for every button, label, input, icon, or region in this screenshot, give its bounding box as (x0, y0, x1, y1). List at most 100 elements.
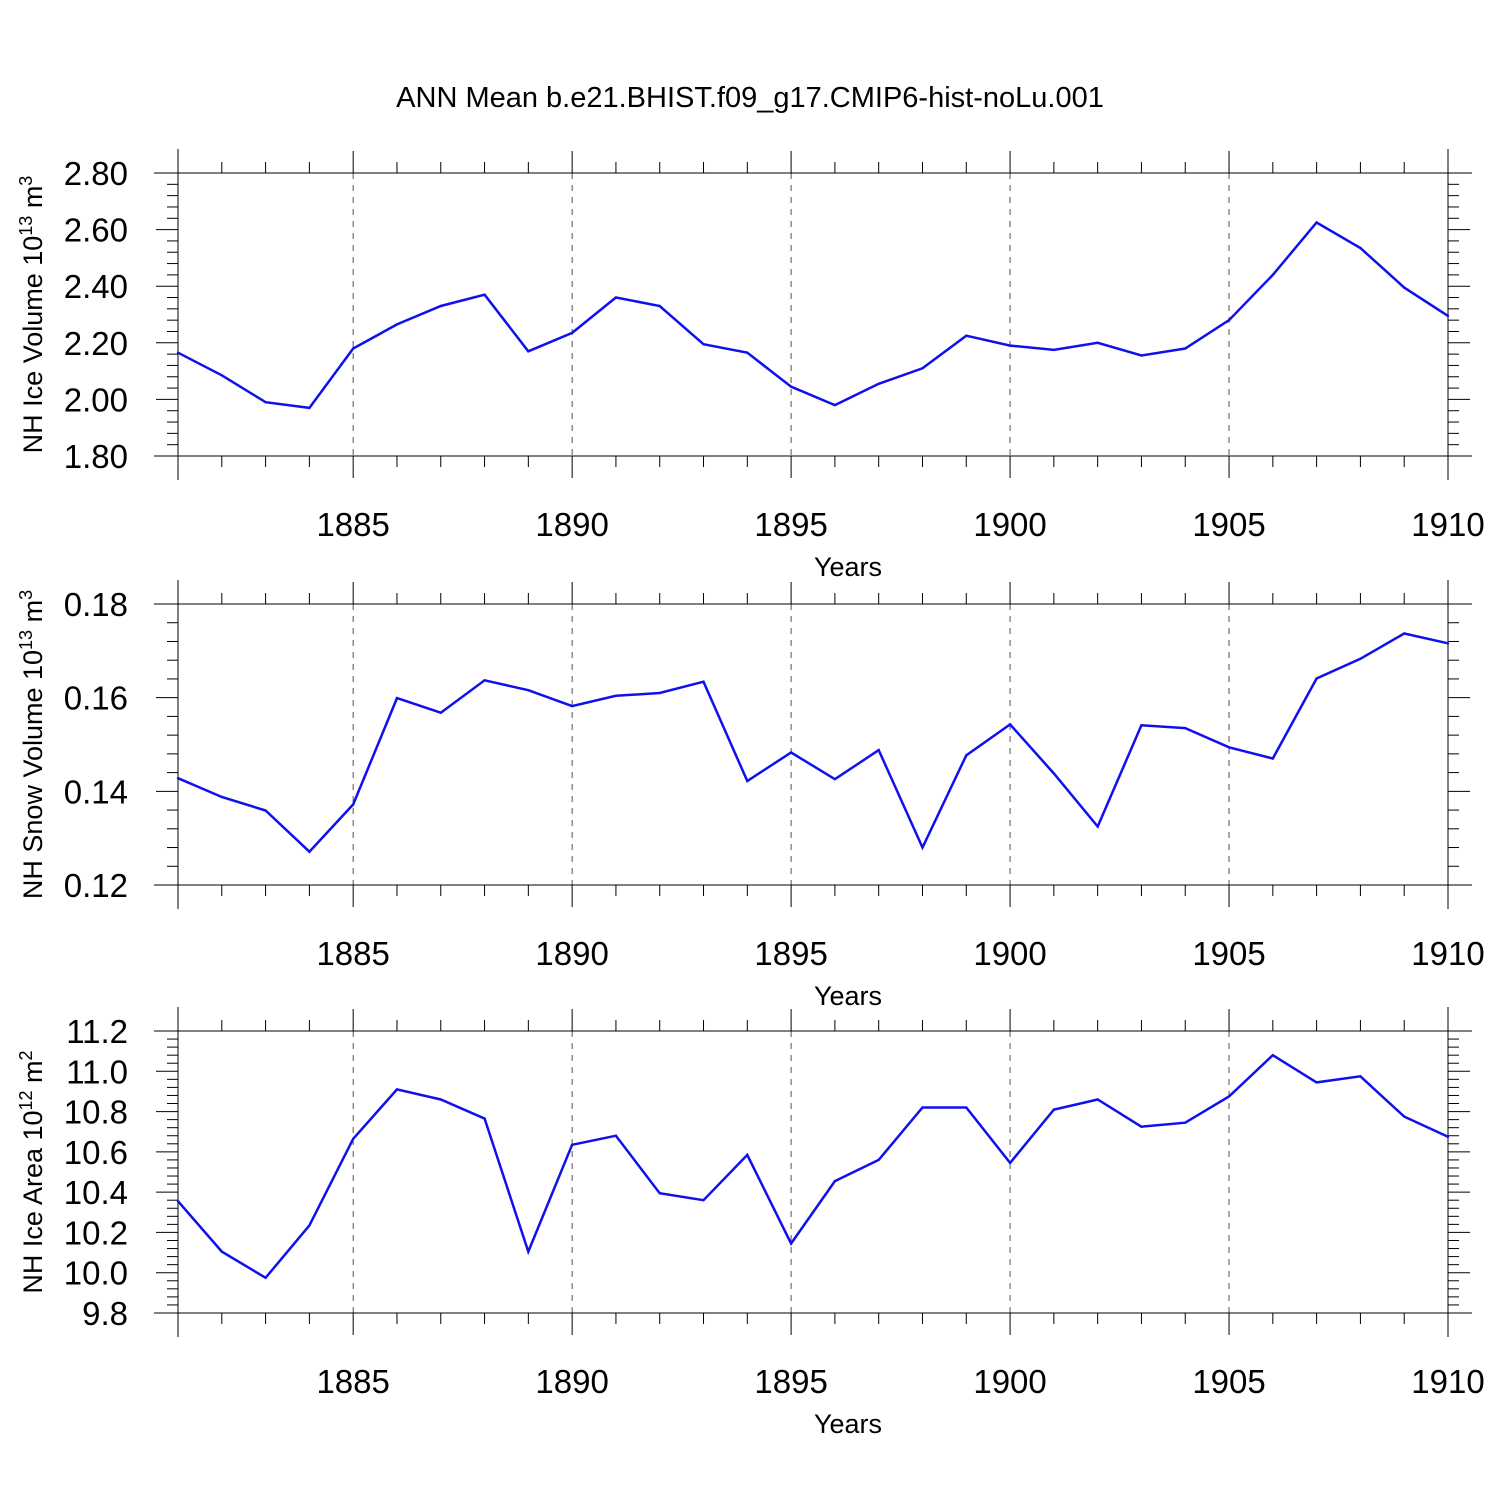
x-tick-label: 1900 (973, 935, 1046, 972)
x-tick-label: 1885 (316, 1363, 389, 1400)
data-point (220, 795, 223, 799)
y-tick-label: 11.0 (66, 1053, 128, 1090)
y-tick-label: 0.14 (64, 773, 128, 810)
data-point (308, 850, 311, 853)
data-point (570, 331, 574, 335)
data-point (527, 688, 530, 692)
data-point (877, 748, 880, 752)
x-tick-label: 1905 (1192, 506, 1265, 543)
data-point (965, 754, 968, 757)
data-point (1403, 286, 1406, 289)
data-point (1227, 318, 1231, 322)
data-point (921, 846, 924, 849)
data-point (1096, 1098, 1099, 1101)
data-point (702, 1199, 705, 1202)
series-line (177, 1053, 1449, 1280)
x-tick-label: 1885 (316, 935, 389, 972)
data-point (483, 1117, 486, 1120)
data-point (176, 351, 180, 354)
panel-1: 1885 1890 1895 1900 1905 1910 Years 1.80 2.00 2.2… (16, 149, 1485, 582)
data-point (439, 1098, 442, 1101)
data-point (614, 1134, 618, 1137)
data-point (965, 1106, 968, 1109)
data-point (1052, 1108, 1056, 1111)
data-point (1271, 1053, 1275, 1057)
series-line (177, 220, 1449, 410)
data-point (1140, 1125, 1143, 1128)
data-point (1184, 1121, 1187, 1124)
data-point (220, 1250, 223, 1253)
panel-2: 1885 1890 1895 1900 1905 1910 Years 0.12 0.14 0.1… (16, 580, 1485, 1011)
x-tick-label: 1910 (1411, 935, 1484, 972)
x-tick-label: 1890 (535, 506, 608, 543)
data-point (264, 809, 267, 812)
data-point (658, 691, 661, 695)
data-point (833, 403, 837, 407)
y-tick-label: 2.60 (64, 212, 128, 249)
data-point (1096, 825, 1099, 828)
y-tick-label: 1.80 (64, 438, 128, 475)
data-point (877, 1158, 880, 1162)
data-point (746, 351, 749, 354)
y-tick-label: 0.12 (64, 867, 128, 904)
data-point (395, 323, 399, 326)
x-tick-label: 1900 (973, 1363, 1046, 1400)
y-tick-label: 2.80 (64, 155, 128, 192)
data-point (1140, 724, 1143, 727)
data-point (789, 1242, 793, 1245)
x-tick-label: 1895 (754, 1363, 827, 1400)
x-tick-label: 1890 (535, 1363, 608, 1400)
y-axis-label: NH Snow Volume 1013 m3 (16, 590, 48, 899)
data-point (1008, 723, 1012, 726)
y-tick-label: 10.6 (64, 1134, 128, 1171)
data-point (264, 401, 267, 404)
x-tick-label: 1910 (1411, 506, 1484, 543)
data-point (1227, 746, 1231, 749)
data-point (264, 1276, 267, 1279)
data-point (833, 1179, 837, 1183)
data-point (833, 777, 837, 781)
data-point (1403, 1115, 1406, 1118)
series-line (177, 632, 1449, 854)
data-point (1315, 1081, 1318, 1084)
y-tick-label: 10.2 (64, 1214, 128, 1251)
y-axis-label: NH Ice Area 1012 m2 (16, 1050, 48, 1293)
data-point (1008, 1161, 1012, 1165)
data-point (1271, 757, 1275, 760)
data-point (395, 696, 399, 700)
data-point (921, 1106, 924, 1109)
data-point (439, 304, 442, 308)
x-tick-label: 1890 (535, 935, 608, 972)
data-point (921, 367, 924, 370)
data-point (527, 1250, 530, 1253)
data-point (1315, 677, 1318, 680)
data-point (308, 1224, 311, 1227)
y-tick-label: 10.8 (64, 1094, 128, 1131)
data-point (614, 296, 618, 299)
data-point (789, 751, 793, 754)
data-point (176, 777, 180, 780)
data-point (1184, 726, 1187, 730)
figure-title: ANN Mean b.e21.BHIST.f09_g17.CMIP6-hist-… (396, 82, 1104, 114)
data-point (1271, 273, 1275, 277)
data-point (658, 304, 661, 308)
data-point (351, 347, 355, 350)
y-tick-label: 10.4 (64, 1174, 128, 1211)
data-point (1359, 657, 1362, 660)
data-point (570, 1143, 574, 1147)
y-tick-label: 10.0 (64, 1255, 128, 1292)
x-tick-label: 1895 (754, 935, 827, 972)
data-point (483, 293, 486, 296)
data-point (1403, 632, 1406, 635)
data-point (658, 1191, 661, 1195)
data-point (1008, 344, 1012, 347)
data-point (1446, 1135, 1450, 1138)
y-axis-label: NH Ice Volume 1013 m3 (16, 176, 48, 454)
data-point (570, 704, 574, 708)
x-tick-label: 1900 (973, 506, 1046, 543)
data-point (439, 711, 442, 714)
y-tick-label: 0.16 (64, 680, 128, 717)
data-point (1359, 246, 1362, 250)
data-point (746, 779, 749, 783)
x-axis-label: Years (814, 552, 882, 582)
